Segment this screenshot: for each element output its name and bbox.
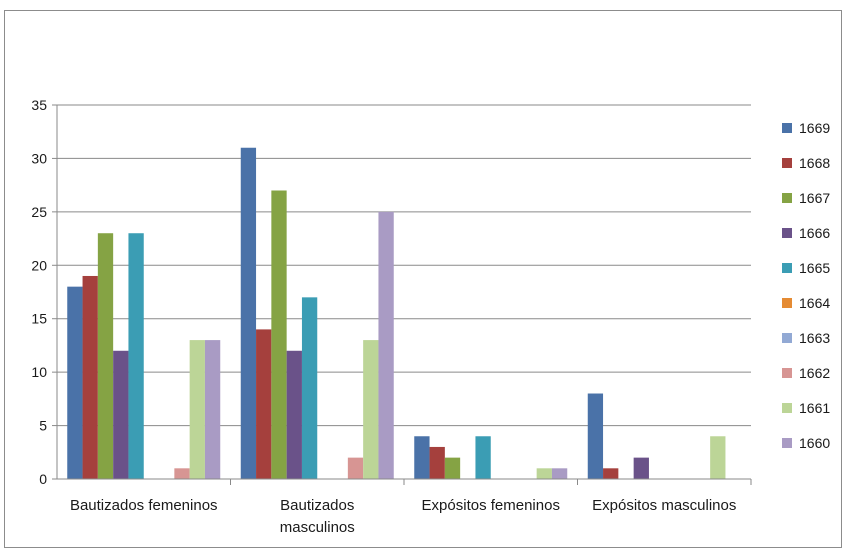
bar-1666	[113, 350, 129, 479]
legend-label: 1668	[799, 155, 830, 171]
y-tick-label: 35	[31, 97, 47, 113]
bar-1661	[536, 468, 552, 479]
legend-label: 1662	[799, 365, 830, 381]
bar-1660	[551, 468, 568, 479]
bar-1661	[189, 340, 205, 479]
bar-1667	[97, 233, 114, 479]
legend-swatch	[782, 263, 792, 273]
legend-label: 1660	[799, 435, 830, 451]
legend-swatch	[782, 193, 792, 203]
y-tick-labels: 0 5 10 15 20 25 30 35	[31, 97, 47, 487]
bar-1669	[414, 436, 430, 479]
legend-label: 1665	[799, 260, 830, 276]
y-tick-label: 10	[31, 364, 47, 380]
bar-1662	[174, 468, 190, 479]
bar-1661	[710, 436, 726, 479]
bar-1667	[271, 190, 287, 480]
bar-1668	[429, 446, 445, 479]
bar-1669	[240, 147, 257, 480]
legend-swatch	[782, 403, 792, 413]
legend-label: 1664	[799, 295, 830, 311]
bar-1660	[204, 340, 221, 479]
bar-1668	[82, 275, 98, 479]
category-label: Expósitos masculinos	[592, 497, 736, 514]
bar-1665	[301, 297, 318, 479]
bar-1669	[67, 286, 83, 479]
legend-label: 1663	[799, 330, 830, 346]
legend-swatch	[782, 368, 792, 378]
y-tick-label: 15	[31, 311, 47, 327]
category-label: Expósitos femeninos	[422, 497, 560, 514]
legend-label: 1666	[799, 225, 830, 241]
category-label: Bautizados masculinos	[280, 497, 355, 536]
y-tick-label: 30	[31, 150, 47, 166]
bar-1668	[256, 329, 272, 479]
legend-swatch	[782, 158, 792, 168]
legend-swatch	[782, 333, 792, 343]
y-tick-label: 20	[31, 257, 47, 273]
bar-1667	[444, 457, 461, 479]
y-tick-label: 0	[39, 471, 47, 487]
bar-1666	[633, 457, 649, 479]
bar-1665	[475, 436, 491, 479]
legend-label: 1667	[799, 190, 830, 206]
axes	[56, 105, 752, 485]
bar-1666	[286, 350, 302, 479]
bar-1669	[587, 393, 604, 479]
y-tick-label: 5	[39, 418, 47, 434]
category-labels: Bautizados femeninos Bautizados masculinos…	[70, 497, 736, 536]
legend-swatch	[782, 298, 792, 308]
bars	[67, 147, 726, 480]
category-label: Bautizados femeninos	[70, 497, 218, 514]
legend-label: 1661	[799, 400, 830, 416]
legend-swatch	[782, 438, 792, 448]
legend-label: 1669	[799, 120, 830, 136]
y-tick-label: 25	[31, 204, 47, 220]
legend-swatch	[782, 228, 792, 238]
legend: 1669 1668 1667 1666 1665 1664 1663 1662 1661 1660	[782, 120, 830, 451]
bar-1665	[128, 233, 144, 479]
gridlines	[52, 104, 751, 480]
bar-1660	[378, 211, 394, 480]
bar-1668	[603, 468, 619, 479]
bar-1662	[347, 457, 364, 479]
legend-swatch	[782, 123, 792, 133]
bar-1661	[363, 340, 379, 479]
